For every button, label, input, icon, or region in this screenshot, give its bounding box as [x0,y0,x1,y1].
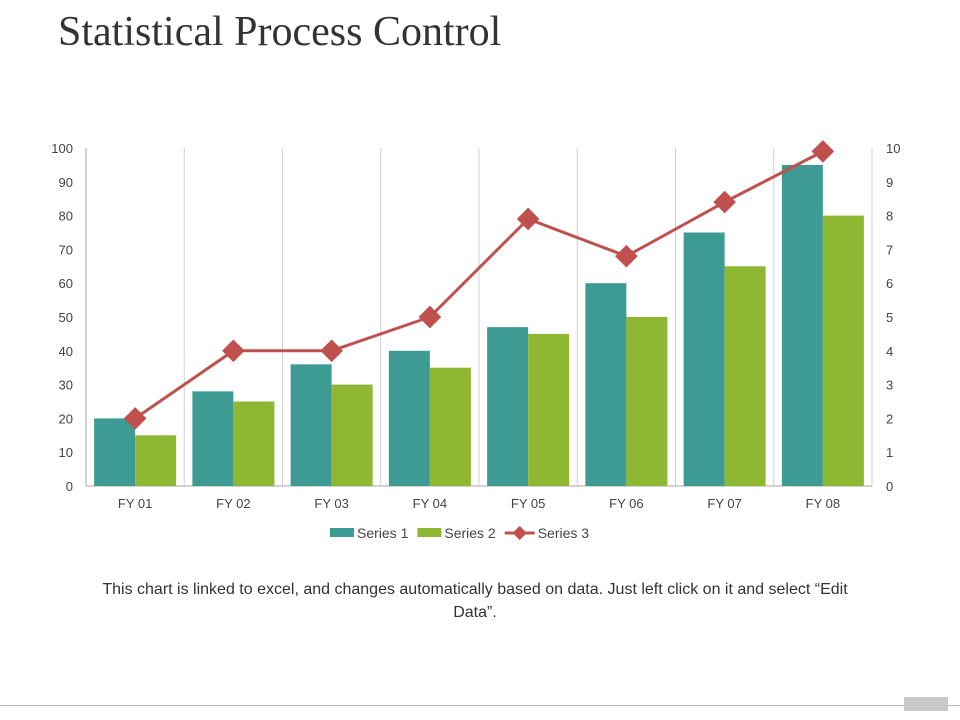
bar-series-2 [822,215,864,486]
y-left-tick-label: 40 [59,344,73,359]
y-left-tick-label: 80 [59,209,73,224]
y-right-tick-label: 10 [886,141,900,156]
x-tick-label: FY 03 [314,496,348,511]
legend-marker [512,525,527,541]
bar-series-1 [487,327,529,486]
marker-diamond [320,339,343,363]
bar-series-2 [233,401,275,486]
y-right-tick-label: 8 [886,209,893,224]
chart[interactable]: 0 10 20 30 40 50 60 70 80 90 100 0 1 2 3 4 5 6 7 8 9 10 FY 01 F… [0,0,960,560]
y-right-tick-label: 2 [886,411,893,426]
x-tick-label: FY 07 [707,496,741,511]
bar-series-2 [724,266,766,486]
bar-series-1 [290,364,332,486]
bar-series-1 [585,283,627,486]
legend-label: Series 3 [538,525,590,541]
legend-swatch [417,528,442,537]
legend-label: Series 2 [444,525,496,541]
y-left-tick-label: 60 [59,276,73,291]
chart-note: This chart is linked to excel, and chang… [102,581,848,621]
footer-divider [0,705,960,706]
bar-series-1 [94,418,136,486]
y-left-tick-label: 90 [59,175,73,190]
y-left-tick-label: 100 [51,141,73,156]
footer-decoration [904,697,948,711]
bar-series-1 [781,164,823,486]
bar-series-1 [683,232,725,486]
legend-swatch [330,528,354,537]
y-right-tick-label: 9 [886,175,893,190]
y-left-tick-label: 0 [66,479,73,494]
x-tick-label: FY 04 [413,496,447,511]
y-left-tick-label: 10 [59,445,73,460]
bar-series-1 [192,391,234,486]
page-title: Statistical Process Control [58,9,502,55]
marker-diamond [615,244,638,268]
y-right-tick-label: 5 [886,310,893,325]
marker-diamond [713,190,736,214]
marker-diamond [811,140,835,163]
x-tick-label: FY 01 [118,496,152,511]
x-tick-label: FY 05 [511,496,545,511]
bar-series-2 [528,333,570,486]
y-right-tick-label: 6 [886,276,893,291]
bar-series-1 [388,350,430,486]
bar-series-2 [429,367,471,486]
x-tick-label: FY 06 [609,496,643,511]
bar-series-2 [626,317,668,486]
y-right-tick-label: 1 [886,445,893,460]
x-tick-label: FY 08 [806,496,840,511]
y-left-tick-label: 70 [59,242,73,257]
y-right-tick-label: 0 [886,479,893,494]
y-right-tick-label: 4 [886,344,893,359]
bar-series-2 [135,435,177,486]
bar-series-2 [331,384,373,486]
marker-diamond [222,339,245,363]
legend-label: Series 1 [357,525,409,541]
y-left-tick-label: 30 [59,378,73,393]
y-right-tick-label: 7 [886,242,893,257]
y-right-tick-label: 3 [886,378,893,393]
y-left-tick-label: 50 [59,310,73,325]
marker-diamond [418,305,442,329]
line-series-3 [134,150,824,420]
x-tick-label: FY 02 [216,496,250,511]
y-left-tick-label: 20 [59,411,73,426]
